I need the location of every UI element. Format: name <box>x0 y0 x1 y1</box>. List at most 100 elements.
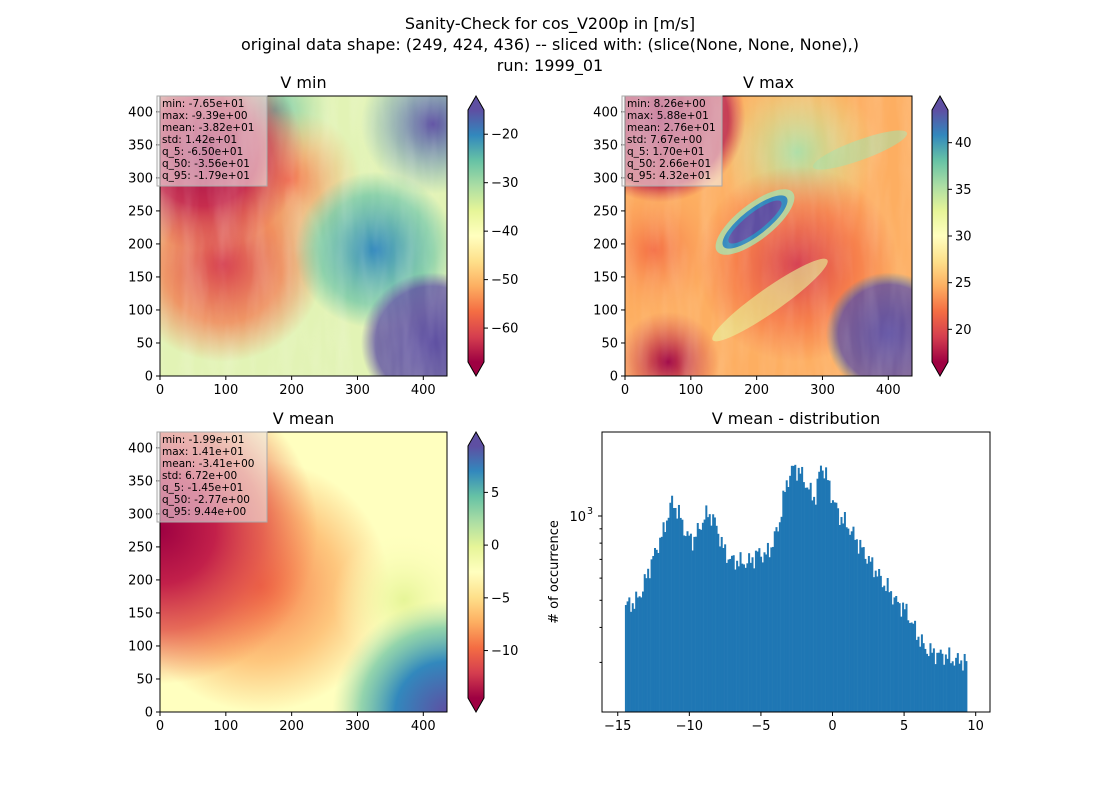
histogram-bar <box>671 495 674 712</box>
y-tick-label: 300 <box>128 171 153 186</box>
histogram-bar <box>792 465 795 712</box>
histogram-bar <box>816 478 819 712</box>
histogram-bar <box>729 558 732 712</box>
x-ticks: 0 100 200 300 400 <box>621 376 901 398</box>
histogram-bar <box>931 652 934 712</box>
histogram-bar <box>961 670 964 712</box>
histogram-bar <box>635 591 638 712</box>
histogram-bar <box>631 603 634 712</box>
y-ticks: 10 3 <box>569 506 602 663</box>
x-tick-label: 0 <box>828 719 836 734</box>
stats-box: min: 8.26e+00 max: 5.88e+01 mean: 2.76e+… <box>621 95 723 187</box>
y-tick-label: 250 <box>128 204 153 219</box>
colorbar-tick-label: 40 <box>955 136 972 151</box>
histogram-bar <box>922 643 925 712</box>
histogram-bar <box>881 587 884 712</box>
histogram-bars <box>624 464 968 712</box>
panel-title: V max <box>743 73 794 92</box>
colorbar-tick-label: −60 <box>491 322 518 337</box>
x-tick-label: −15 <box>604 719 631 734</box>
stat-line: max: 5.88e+01 <box>627 110 709 122</box>
histogram-bar <box>679 517 682 712</box>
histogram-bar <box>662 522 665 712</box>
histogram-bar <box>818 471 821 712</box>
histogram-bar <box>907 620 910 712</box>
histogram-bar <box>825 467 828 712</box>
histogram-bar <box>837 508 840 712</box>
histogram-bar <box>821 470 824 712</box>
histogram-bar <box>727 559 730 712</box>
histogram-bar <box>797 467 800 712</box>
histogram-bar <box>796 480 799 712</box>
x-tick-label: 0 <box>621 383 629 398</box>
histogram-bar <box>869 561 872 712</box>
stat-line: mean: -3.41e+00 <box>162 458 254 470</box>
histogram-bar <box>811 500 814 712</box>
y-tick-label: 50 <box>136 336 153 351</box>
histogram-bar <box>843 512 846 712</box>
histogram-bar <box>948 647 951 712</box>
x-tick-label: 200 <box>279 719 304 734</box>
histogram-bar <box>794 464 797 712</box>
histogram-bar <box>778 522 781 712</box>
histogram-bar <box>914 620 917 712</box>
histogram-bar <box>754 550 757 712</box>
histogram-bar <box>659 537 662 712</box>
histogram-bar <box>773 531 776 712</box>
colorbar-extend-bottom <box>468 362 484 376</box>
histogram-bar <box>917 636 920 712</box>
histogram-bar <box>939 649 942 712</box>
x-tick-label: 200 <box>744 383 769 398</box>
histogram-bar <box>626 601 629 712</box>
histogram-bar <box>665 520 668 712</box>
histogram-bar <box>828 480 831 712</box>
histogram-bar <box>908 623 911 712</box>
histogram-bar <box>672 507 675 712</box>
y-tick-label: 50 <box>601 336 618 351</box>
colorbar: 20 25 30 35 40 <box>931 94 972 378</box>
histogram-bar <box>782 490 785 712</box>
histogram-bar <box>852 526 855 712</box>
histogram-bar <box>900 616 903 712</box>
histogram-bar <box>878 568 881 712</box>
histogram-bar <box>784 492 787 712</box>
histogram-bar <box>807 489 810 712</box>
histogram-bar <box>835 502 838 712</box>
panel-title: V mean - distribution <box>712 409 881 428</box>
stat-line: q_5: -6.50e+01 <box>162 146 243 158</box>
stat-line: q_95: 9.44e+00 <box>162 506 246 518</box>
y-ticks: 0 50 100 150 200 250 300 350 400 <box>128 105 160 385</box>
x-tick-label: 100 <box>213 719 238 734</box>
colorbar-tick-label: 5 <box>491 486 499 501</box>
stat-line: min: 8.26e+00 <box>627 98 706 110</box>
x-tick-label: 0 <box>156 719 164 734</box>
colorbar-extend-top <box>932 96 948 110</box>
figure-title-line-1: Sanity-Check for cos_V200p in [m/s] <box>405 14 695 34</box>
histogram-bar <box>780 516 783 712</box>
histogram-bar <box>879 575 882 712</box>
histogram-bar <box>862 547 865 712</box>
histogram-bar <box>698 528 701 712</box>
histogram-bar <box>941 653 944 712</box>
x-ticks: 0 100 200 300 400 <box>156 712 436 734</box>
histogram-bar <box>787 486 790 712</box>
histogram-bar <box>645 578 648 712</box>
y-tick-label: 400 <box>128 105 153 120</box>
histogram-bar <box>683 535 686 712</box>
histogram-bar <box>681 519 684 712</box>
histogram-bar <box>912 623 915 712</box>
histogram-bar <box>806 487 809 712</box>
histogram-bar <box>910 622 913 712</box>
histogram-bar <box>814 504 817 712</box>
histogram-bar <box>960 660 963 712</box>
histogram-bar <box>628 597 631 712</box>
histogram-bar <box>850 531 853 712</box>
histogram-bar <box>724 544 727 712</box>
histogram-bar <box>874 570 877 712</box>
histogram-bar <box>849 534 852 712</box>
histogram-bar <box>693 536 696 712</box>
histogram-bar <box>944 654 947 712</box>
histogram-bar <box>819 465 822 712</box>
colorbar-tick-label: 25 <box>955 276 972 291</box>
x-tick-label: 300 <box>345 719 370 734</box>
